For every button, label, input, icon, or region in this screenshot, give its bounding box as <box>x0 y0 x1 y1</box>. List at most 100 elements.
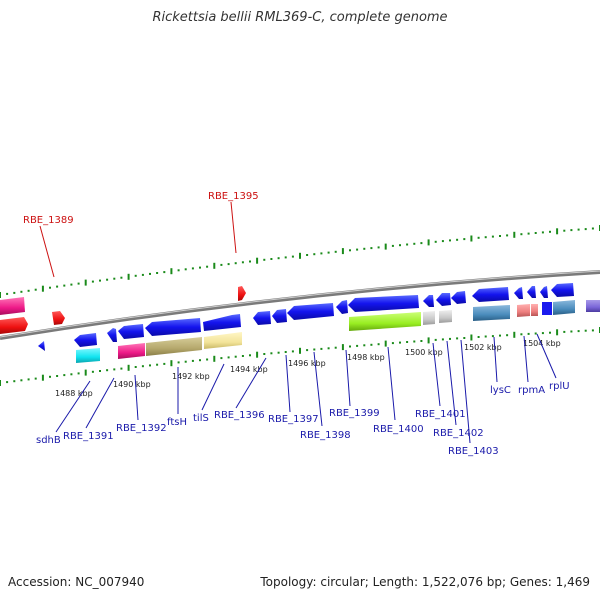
track-minor-tick <box>441 240 444 243</box>
track-minor-tick <box>320 347 323 350</box>
track-minor-tick <box>249 354 251 357</box>
track-minor-tick <box>220 357 223 360</box>
track-minor-tick <box>141 273 144 276</box>
track-minor-tick <box>249 260 251 263</box>
track-minor-tick <box>306 254 309 256</box>
track-major-tick <box>470 334 473 341</box>
gene-rbe-1400 <box>348 295 419 312</box>
gene-sdhB <box>74 333 97 347</box>
track-minor-tick <box>534 232 537 234</box>
track-minor-tick <box>563 229 566 232</box>
genome-backbone-highlight <box>0 270 600 338</box>
track-major-tick <box>427 239 430 246</box>
gene-rbe-1392 <box>118 324 144 339</box>
track-minor-tick <box>156 272 159 274</box>
track-minor-tick <box>106 278 109 281</box>
track-minor-tick <box>356 248 359 251</box>
track-minor-tick <box>149 272 151 275</box>
track-minor-tick <box>284 256 287 259</box>
track-major-tick <box>256 351 259 358</box>
track-minor-tick <box>149 364 151 367</box>
track-minor-tick <box>520 233 523 236</box>
track-minor-tick <box>70 283 73 286</box>
track-minor-tick <box>56 375 59 377</box>
track-minor-tick <box>491 235 494 238</box>
track-minor-tick <box>349 345 351 348</box>
track-major-tick <box>170 360 173 367</box>
track-minor-tick <box>6 381 9 384</box>
track-minor-tick <box>120 276 123 279</box>
tick-1500: 1500 kbp <box>405 348 443 357</box>
track-major-tick <box>256 257 259 264</box>
track-minor-tick <box>584 329 587 332</box>
track-minor-tick <box>13 380 16 383</box>
track-minor-tick <box>441 338 444 341</box>
track-minor-tick <box>370 247 373 250</box>
gene-tilS <box>203 314 241 331</box>
track-minor-tick <box>277 351 280 354</box>
track-major-tick <box>127 273 130 280</box>
track-minor-tick <box>199 266 201 269</box>
track-minor-tick <box>27 378 30 381</box>
gene-rbe-1406 <box>551 283 574 297</box>
bottom-gene-label-text: sdhB RBE_1391 RBE_1392 ftsH tilS RBE_139… <box>36 381 570 457</box>
kbp-ticks: 1488 kbp 1490 kbp 1492 kbp 1494 kbp 1496… <box>55 339 561 398</box>
gene-rbe-1389b <box>0 317 28 334</box>
track-minor-tick <box>420 242 423 245</box>
band-rbe-1400 <box>349 312 421 331</box>
band-ftsH <box>146 337 202 356</box>
bottom-gene-labels <box>55 333 557 444</box>
genome-summary-text: Topology: circular; Length: 1,522,076 bp… <box>260 575 590 589</box>
track-minor-tick <box>391 244 394 247</box>
track-minor-tick <box>363 247 366 250</box>
track-major-tick <box>384 340 387 347</box>
track-minor-tick <box>527 332 530 335</box>
track-minor-tick <box>270 352 273 355</box>
track-minor-tick <box>20 290 23 293</box>
track-minor-tick <box>549 230 551 233</box>
label-rbe-1397: RBE_1397 <box>268 414 319 425</box>
track-minor-tick <box>263 258 266 261</box>
track-minor-tick <box>541 231 544 234</box>
label-rbe-1402: RBE_1402 <box>433 428 484 439</box>
track-major-tick <box>513 331 516 338</box>
tick-1496: 1496 kbp <box>288 359 326 368</box>
label-rbe-1399: RBE_1399 <box>329 408 380 419</box>
tick-1498: 1498 kbp <box>347 353 385 362</box>
label-rbe-1396: RBE_1396 <box>214 410 265 421</box>
track-major-tick <box>341 248 344 255</box>
track-minor-tick <box>163 362 166 365</box>
track-minor-tick <box>477 336 480 338</box>
track-minor-tick <box>591 329 594 332</box>
track-major-tick <box>513 231 516 238</box>
track-minor-tick <box>99 279 101 282</box>
forward-features <box>0 286 246 334</box>
tick-1504: 1504 kbp <box>523 339 561 348</box>
track-minor-tick <box>113 277 116 280</box>
gene-rbe-1391 <box>107 328 117 342</box>
track-minor-tick <box>327 347 330 350</box>
track-minor-tick <box>356 344 359 347</box>
track-minor-tick <box>506 334 509 337</box>
track-minor-tick <box>199 359 201 362</box>
track-minor-tick <box>577 228 580 231</box>
label-rbe-1403: RBE_1403 <box>448 446 499 457</box>
track-major-tick <box>170 268 173 275</box>
band-lysC <box>473 305 510 321</box>
top-gene-labels: RBE_1389 RBE_1395 <box>23 191 259 278</box>
track-minor-tick <box>227 356 230 359</box>
track-minor-tick <box>413 242 416 245</box>
track-minor-tick <box>284 351 287 353</box>
track-minor-tick <box>320 252 323 255</box>
track-minor-tick <box>499 235 501 237</box>
track-minor-tick <box>449 337 451 340</box>
track-minor-tick <box>413 340 416 343</box>
band-rbe-1392 <box>118 343 145 359</box>
track-minor-tick <box>591 227 594 230</box>
track-minor-tick <box>570 229 573 232</box>
track-major-tick <box>556 228 559 235</box>
track-minor-tick <box>291 350 294 353</box>
label-rplU: rplU <box>549 381 570 392</box>
track-minor-tick <box>34 288 37 291</box>
